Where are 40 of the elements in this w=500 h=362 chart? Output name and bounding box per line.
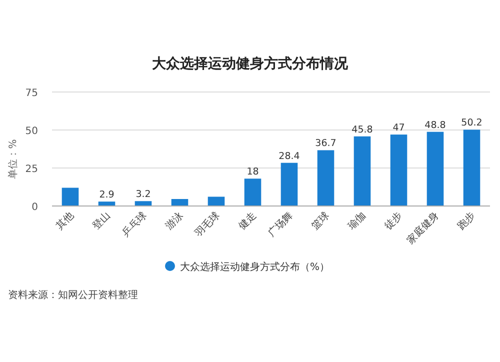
data-label: 45.8 [352,124,373,136]
x-tick-label: 登山 [90,210,113,232]
legend-label: 大众选择运动健身方式分布（%） [180,261,330,273]
data-label: 28.4 [278,150,300,162]
chart-title: 大众选择运动健身方式分布情况 [152,55,349,72]
x-tick-label: 家庭健身 [404,210,442,246]
y-tick-label: 25 [25,164,38,175]
text: 资料来源：知网公开资料整理 [8,289,138,301]
y-axis-title: 单位：% [7,139,19,179]
bar [426,132,444,206]
x-tick-label: 篮球 [309,210,332,232]
x-tick-label: 跑步 [455,210,478,232]
bar [463,130,480,206]
x-tick-label: 健走 [236,210,259,232]
bar [171,199,188,206]
bar [354,136,371,206]
bar [390,134,408,206]
bar [208,196,225,206]
x-tick-label: 徒步 [382,210,405,232]
data-label: 36.7 [315,138,336,150]
bar [317,150,334,206]
x-tick-label: 其他 [54,210,76,232]
x-tick-label: 瑜伽 [346,210,368,232]
y-tick-label: 75 [25,88,38,99]
data-label: 18 [246,166,259,178]
bar [280,162,298,206]
data-label: 48.8 [424,120,446,131]
bar [62,188,79,206]
bar [134,201,152,206]
data-label: 3.2 [136,189,151,200]
x-tick-label: 乒乓球 [120,210,150,240]
x-tick-label: 羽毛球 [192,210,222,240]
data-label: 50.2 [461,118,482,129]
data-label: 47 [392,122,405,134]
y-tick-label: 50 [25,126,38,137]
data-label: 2.9 [99,190,114,201]
bar [244,178,262,206]
x-tick-label: 广场舞 [266,210,296,240]
y-tick-label: 0 [32,202,38,213]
x-tick-label: 游泳 [163,210,186,232]
